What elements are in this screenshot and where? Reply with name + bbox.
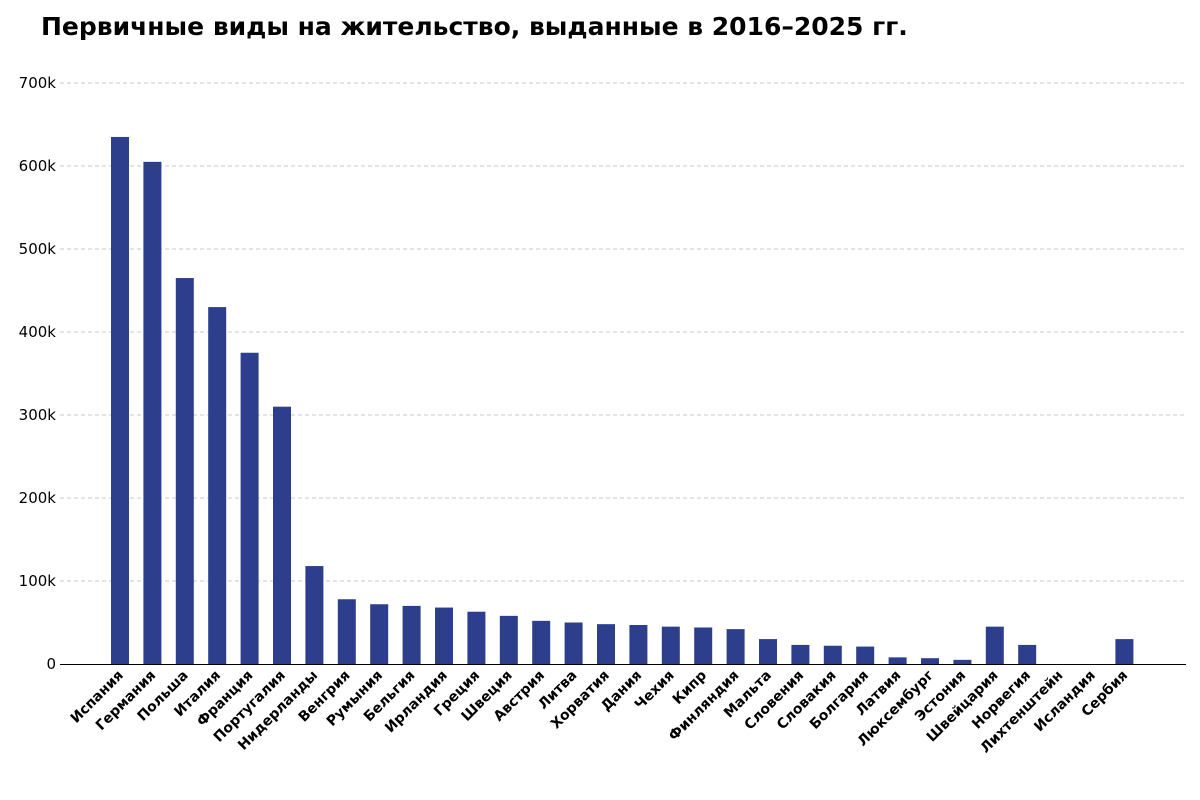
bar	[435, 607, 453, 664]
bar	[597, 624, 615, 664]
bar	[337, 599, 356, 664]
bar	[888, 657, 907, 664]
bar	[273, 406, 291, 664]
bar	[759, 639, 777, 664]
bar	[726, 629, 745, 664]
grid-lines	[60, 82, 1186, 582]
bar	[694, 627, 713, 664]
bar	[143, 161, 162, 664]
bar	[111, 136, 129, 664]
bar	[1115, 639, 1134, 664]
bar	[499, 615, 518, 664]
bar	[921, 658, 939, 664]
y-tick-label: 100k	[19, 572, 57, 590]
bar	[791, 644, 810, 664]
y-tick-label: 400k	[19, 323, 57, 341]
bar	[856, 646, 875, 664]
bar	[953, 659, 972, 664]
bar	[402, 605, 421, 664]
bar	[467, 611, 486, 664]
bar	[823, 645, 842, 664]
bar	[1018, 644, 1037, 664]
bar	[629, 624, 648, 664]
bar	[208, 307, 227, 664]
y-tick-label: 200k	[19, 489, 57, 507]
bar	[370, 604, 389, 664]
bars	[111, 136, 1134, 664]
bar	[564, 622, 583, 664]
bar	[532, 620, 551, 664]
bar	[175, 278, 194, 664]
bar	[305, 566, 324, 664]
x-axis-labels: ИспанияГерманияПольшаИталияФранцияПортуг…	[68, 668, 1132, 757]
chart-title: Первичные виды на жительство, выданные в…	[41, 12, 908, 41]
y-tick-label: 0	[46, 655, 56, 673]
bar	[661, 626, 680, 664]
y-tick-label: 600k	[19, 157, 57, 175]
y-tick-label: 700k	[19, 74, 57, 92]
y-tick-label: 300k	[19, 406, 57, 424]
y-axis-ticks: 0 100k 200k 300k 400k 500k 600k 700k	[19, 74, 57, 673]
bar	[985, 626, 1004, 664]
bar	[240, 352, 259, 664]
y-tick-label: 500k	[19, 240, 57, 258]
